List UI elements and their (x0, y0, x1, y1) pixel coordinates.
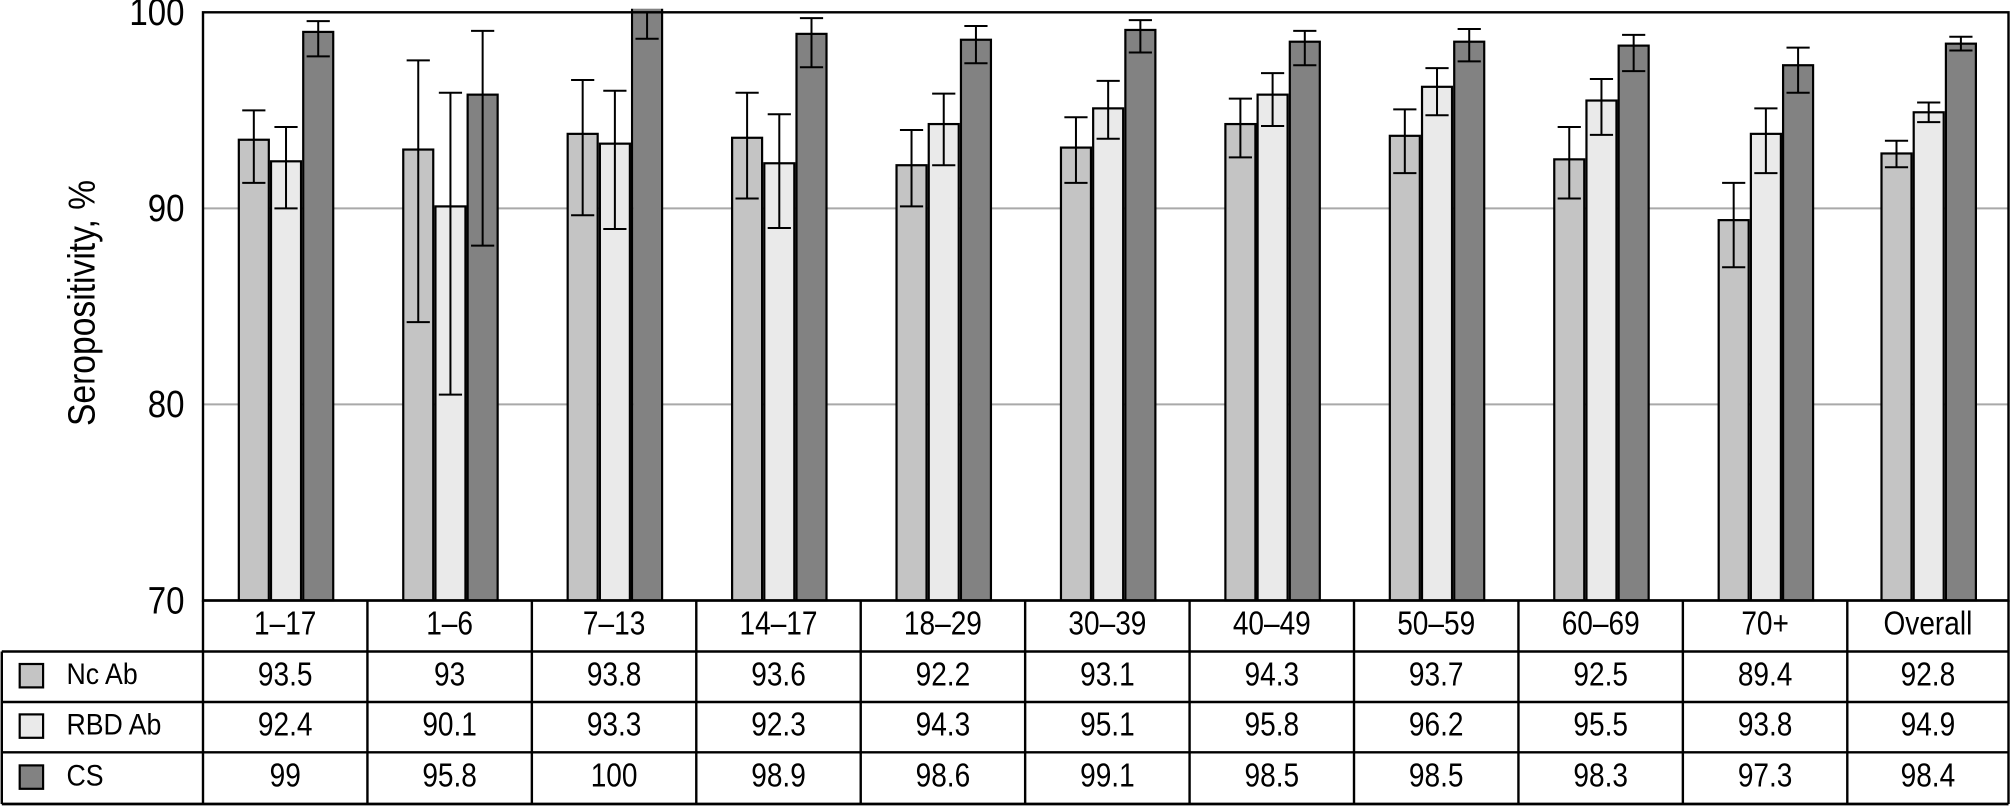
svg-text:Nc Ab: Nc Ab (67, 658, 138, 692)
svg-text:95.8: 95.8 (1245, 707, 1300, 744)
svg-text:92.5: 92.5 (1573, 656, 1628, 693)
svg-text:70: 70 (148, 579, 185, 622)
svg-text:Overall: Overall (1883, 605, 1972, 642)
svg-text:98.5: 98.5 (1409, 758, 1464, 795)
svg-text:92.2: 92.2 (916, 656, 971, 693)
svg-text:98.3: 98.3 (1573, 758, 1628, 795)
svg-text:94.9: 94.9 (1901, 707, 1956, 744)
svg-text:7–13: 7–13 (583, 605, 645, 642)
svg-text:60–69: 60–69 (1562, 605, 1640, 642)
svg-text:1–17: 1–17 (254, 605, 316, 642)
svg-text:92.3: 92.3 (751, 707, 806, 744)
svg-text:93: 93 (434, 656, 465, 693)
svg-text:93.5: 93.5 (258, 656, 313, 693)
svg-text:93.3: 93.3 (587, 707, 642, 744)
svg-text:95.1: 95.1 (1080, 707, 1135, 744)
svg-text:95.8: 95.8 (422, 758, 477, 795)
svg-text:90.1: 90.1 (422, 707, 477, 744)
svg-text:98.6: 98.6 (916, 758, 971, 795)
svg-text:95.5: 95.5 (1573, 707, 1628, 744)
svg-text:80: 80 (148, 383, 185, 426)
svg-text:92.8: 92.8 (1901, 656, 1956, 693)
svg-text:96.2: 96.2 (1409, 707, 1464, 744)
svg-text:94.3: 94.3 (1245, 656, 1300, 693)
svg-text:RBD Ab: RBD Ab (67, 708, 162, 742)
svg-text:93.7: 93.7 (1409, 656, 1464, 693)
svg-text:40–49: 40–49 (1233, 605, 1311, 642)
svg-text:99.1: 99.1 (1080, 758, 1135, 795)
svg-text:97.3: 97.3 (1738, 758, 1793, 795)
svg-text:93.8: 93.8 (1738, 707, 1793, 744)
svg-text:70+: 70+ (1741, 605, 1789, 642)
svg-text:CS: CS (67, 759, 104, 793)
svg-text:98.9: 98.9 (751, 758, 806, 795)
svg-text:1–6: 1–6 (426, 605, 473, 642)
svg-text:90: 90 (148, 187, 185, 230)
svg-text:100: 100 (129, 0, 184, 34)
svg-text:93.8: 93.8 (587, 656, 642, 693)
svg-text:93.1: 93.1 (1080, 656, 1135, 693)
svg-text:30–39: 30–39 (1068, 605, 1146, 642)
svg-text:Seropositivity, %: Seropositivity, % (61, 180, 103, 426)
svg-text:14–17: 14–17 (740, 605, 818, 642)
svg-text:100: 100 (591, 758, 638, 795)
svg-text:98.4: 98.4 (1901, 758, 1956, 795)
svg-text:92.4: 92.4 (258, 707, 313, 744)
svg-text:99: 99 (270, 758, 301, 795)
svg-text:98.5: 98.5 (1245, 758, 1300, 795)
svg-text:89.4: 89.4 (1738, 656, 1793, 693)
svg-text:50–59: 50–59 (1397, 605, 1475, 642)
svg-text:93.6: 93.6 (751, 656, 806, 693)
svg-text:94.3: 94.3 (916, 707, 971, 744)
svg-text:18–29: 18–29 (904, 605, 982, 642)
